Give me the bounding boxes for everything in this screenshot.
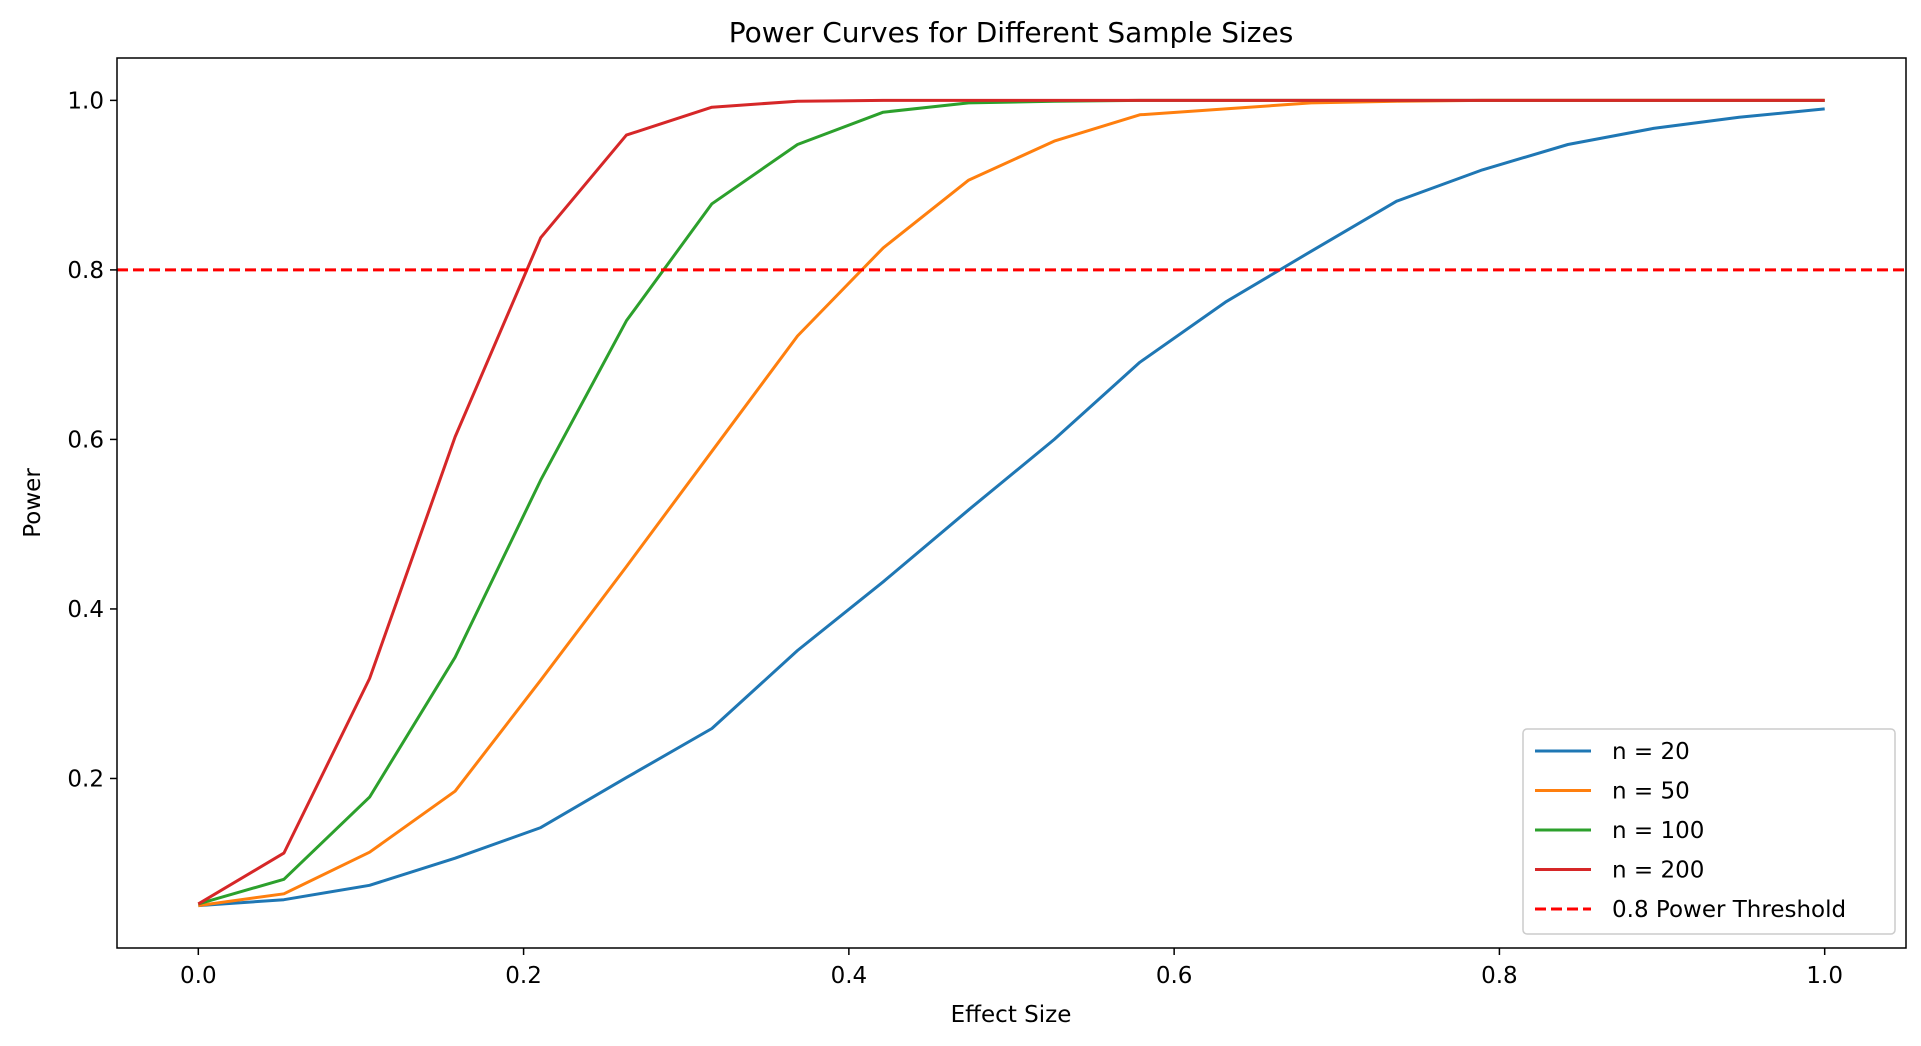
- legend-label: n = 50: [1612, 779, 1690, 805]
- y-tick-label: 0.2: [67, 766, 104, 792]
- legend-label: n = 20: [1612, 739, 1690, 765]
- plot-frame: [116, 57, 1907, 949]
- y-axis-ticks: 0.2 0.4 0.6 0.8 1.0: [67, 88, 117, 792]
- y-tick-label: 0.8: [67, 258, 104, 284]
- legend-label: n = 100: [1612, 818, 1704, 844]
- x-tick-label: 0.8: [1481, 963, 1518, 989]
- y-tick-label: 0.6: [67, 427, 104, 453]
- legend-label: n = 200: [1612, 858, 1704, 884]
- x-tick-label: 0.0: [180, 963, 217, 989]
- series-line-1: [198, 107, 1825, 908]
- legend-label: 0.8 Power Threshold: [1612, 897, 1846, 923]
- y-axis-label: Power: [20, 468, 46, 538]
- x-axis-ticks: 0.0 0.2 0.4 0.6 0.8 1.0: [180, 948, 1843, 989]
- y-tick-label: 1.0: [67, 88, 104, 114]
- legend: n = 20 n = 50 n = 100 n = 200 0.8 Power Thre…: [1522, 728, 1896, 935]
- chart-title: Power Curves for Different Sample Sizes: [729, 16, 1294, 49]
- x-tick-label: 0.4: [831, 963, 868, 989]
- x-axis-label: Effect Size: [951, 1002, 1072, 1028]
- y-tick-label: 0.4: [67, 597, 104, 623]
- legend-box: [1522, 728, 1896, 935]
- series-line-4: [197, 98, 1825, 906]
- x-tick-label: 0.2: [505, 963, 542, 989]
- plot-lines: [117, 98, 1906, 908]
- x-tick-label: 0.6: [1156, 963, 1193, 989]
- x-tick-label: 1.0: [1806, 963, 1843, 989]
